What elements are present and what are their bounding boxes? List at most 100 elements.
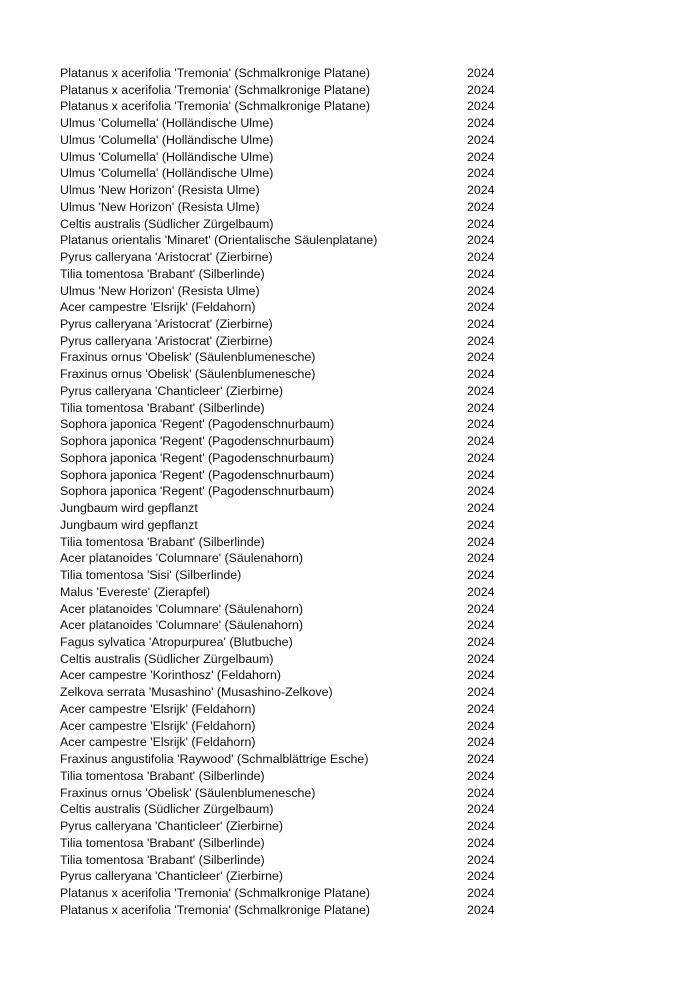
table-row: Platanus orientalis 'Minaret' (Orientali…: [60, 232, 510, 249]
table-row: Ulmus 'Columella' (Holländische Ulme) 202…: [60, 115, 510, 132]
tree-species: Sophora japonica 'Regent' (Pagodenschnur…: [60, 417, 335, 432]
planting-year: 2024: [467, 450, 495, 465]
tree-species: Fraxinus angustifolia 'Raywood' (Schmalb…: [60, 752, 369, 767]
planting-year: 2024: [467, 400, 495, 415]
tree-species: Pyrus calleryana 'Chanticleer' (Zierbirn…: [60, 869, 284, 884]
table-row: Platanus x acerifolia 'Tremonia' (Schmal…: [60, 902, 510, 919]
tree-species: Pyrus calleryana 'Aristocrat' (Zierbirne…: [60, 317, 273, 332]
table-row: Acer campestre 'Elsrijk' (Feldahorn) 2024: [60, 734, 510, 751]
planting-year: 2024: [467, 417, 495, 432]
planting-year: 2024: [467, 869, 495, 884]
tree-species: Ulmus 'New Horizon' (Resista Ulme): [60, 283, 260, 298]
tree-species: Tilia tomentosa 'Brabant' (Silberlinde): [60, 835, 265, 850]
planting-year: 2024: [467, 82, 495, 97]
table-row: Pyrus calleryana 'Chanticleer' (Zierbirn…: [60, 868, 510, 885]
planting-year: 2024: [467, 651, 495, 666]
tree-species: Ulmus 'Columella' (Holländische Ulme): [60, 149, 274, 164]
planting-year: 2024: [467, 434, 495, 449]
tree-species: Ulmus 'Columella' (Holländische Ulme): [60, 166, 274, 181]
table-row: Tilia tomentosa 'Brabant' (Silberlinde) 2…: [60, 534, 510, 551]
tree-species: Platanus x acerifolia 'Tremonia' (Schmal…: [60, 82, 371, 97]
tree-species: Ulmus 'Columella' (Holländische Ulme): [60, 132, 274, 147]
tree-species: Tilia tomentosa 'Brabant' (Silberlinde): [60, 852, 265, 867]
planting-year: 2024: [467, 517, 495, 532]
planting-year: 2024: [467, 233, 495, 248]
planting-year: 2024: [467, 183, 495, 198]
table-row: Celtis australis (Südlicher Zürgelbaum) 2…: [60, 216, 510, 233]
tree-species: Fraxinus ornus 'Obelisk' (Säulenblumenes…: [60, 350, 316, 365]
table-row: Pyrus calleryana 'Chanticleer' (Zierbirn…: [60, 818, 510, 835]
tree-species: Tilia tomentosa 'Brabant' (Silberlinde): [60, 534, 265, 549]
planting-year: 2024: [467, 317, 495, 332]
planting-year: 2024: [467, 300, 495, 315]
planting-year: 2024: [467, 819, 495, 834]
tree-species: Acer campestre 'Elsrijk' (Feldahorn): [60, 735, 256, 750]
tree-species: Celtis australis (Südlicher Zürgelbaum): [60, 216, 274, 231]
table-row: Jungbaum wird gepflanzt 2024: [60, 517, 510, 534]
table-row: Fagus sylvatica 'Atropurpurea' (Blutbuch…: [60, 634, 510, 651]
tree-species: Acer platanoides 'Columnare' (Säulenahor…: [60, 618, 304, 633]
tree-species: Jungbaum wird gepflanzt: [60, 501, 198, 516]
table-row: Fraxinus ornus 'Obelisk' (Säulenblumenes…: [60, 349, 510, 366]
planting-year: 2024: [467, 484, 495, 499]
tree-species: Pyrus calleryana 'Aristocrat' (Zierbirne…: [60, 250, 273, 265]
planting-year: 2024: [467, 835, 495, 850]
planting-year: 2024: [467, 885, 495, 900]
planting-year: 2024: [467, 350, 495, 365]
table-row: Celtis australis (Südlicher Zürgelbaum) 2…: [60, 801, 510, 818]
planting-year: 2024: [467, 634, 495, 649]
tree-species: Platanus x acerifolia 'Tremonia' (Schmal…: [60, 902, 371, 917]
planting-year: 2024: [467, 333, 495, 348]
table-row: Fraxinus ornus 'Obelisk' (Säulenblumenes…: [60, 785, 510, 802]
tree-species: Tilia tomentosa 'Sisi' (Silberlinde): [60, 568, 242, 583]
table-row: Acer campestre 'Elsrijk' (Feldahorn) 2024: [60, 701, 510, 718]
planting-year: 2024: [467, 852, 495, 867]
table-row: Pyrus calleryana 'Aristocrat' (Zierbirne…: [60, 316, 510, 333]
planting-year: 2024: [467, 199, 495, 214]
planting-year: 2024: [467, 768, 495, 783]
tree-species: Ulmus 'Columella' (Holländische Ulme): [60, 116, 274, 131]
tree-species: Ulmus 'New Horizon' (Resista Ulme): [60, 183, 260, 198]
planting-year: 2024: [467, 383, 495, 398]
table-row: Platanus x acerifolia 'Tremonia' (Schmal…: [60, 82, 510, 99]
tree-species: Sophora japonica 'Regent' (Pagodenschnur…: [60, 467, 335, 482]
planting-year: 2024: [467, 534, 495, 549]
tree-species: Pyrus calleryana 'Aristocrat' (Zierbirne…: [60, 333, 273, 348]
table-row: Platanus x acerifolia 'Tremonia' (Schmal…: [60, 65, 510, 82]
tree-species: Acer campestre 'Elsrijk' (Feldahorn): [60, 701, 256, 716]
tree-species: Tilia tomentosa 'Brabant' (Silberlinde): [60, 400, 265, 415]
planting-year: 2024: [467, 601, 495, 616]
table-row: Tilia tomentosa 'Brabant' (Silberlinde) 2…: [60, 852, 510, 869]
planting-year: 2024: [467, 99, 495, 114]
tree-species: Acer platanoides 'Columnare' (Säulenahor…: [60, 551, 304, 566]
tree-species: Sophora japonica 'Regent' (Pagodenschnur…: [60, 434, 335, 449]
planting-year: 2024: [467, 752, 495, 767]
table-row: Sophora japonica 'Regent' (Pagodenschnur…: [60, 483, 510, 500]
planting-year: 2024: [467, 568, 495, 583]
tree-species: Ulmus 'New Horizon' (Resista Ulme): [60, 199, 260, 214]
planting-year: 2024: [467, 467, 495, 482]
planting-year: 2024: [467, 718, 495, 733]
tree-list: Platanus x acerifolia 'Tremonia' (Schmal…: [60, 65, 510, 918]
table-row: Pyrus calleryana 'Aristocrat' (Zierbirne…: [60, 249, 510, 266]
planting-year: 2024: [467, 668, 495, 683]
tree-species: Sophora japonica 'Regent' (Pagodenschnur…: [60, 484, 335, 499]
table-row: Ulmus 'Columella' (Holländische Ulme) 202…: [60, 149, 510, 166]
planting-year: 2024: [467, 367, 495, 382]
tree-species: Platanus x acerifolia 'Tremonia' (Schmal…: [60, 66, 371, 80]
tree-species: Celtis australis (Südlicher Zürgelbaum): [60, 802, 274, 817]
tree-species: Acer campestre 'Elsrijk' (Feldahorn): [60, 718, 256, 733]
tree-species: Platanus x acerifolia 'Tremonia' (Schmal…: [60, 99, 371, 114]
planting-year: 2024: [467, 618, 495, 633]
planting-year: 2024: [467, 132, 495, 147]
tree-species: Fraxinus ornus 'Obelisk' (Säulenblumenes…: [60, 785, 316, 800]
table-row: Tilia tomentosa 'Sisi' (Silberlinde) 2024: [60, 567, 510, 584]
planting-year: 2024: [467, 250, 495, 265]
table-row: Fraxinus angustifolia 'Raywood' (Schmalb…: [60, 751, 510, 768]
table-row: Acer platanoides 'Columnare' (Säulenahor…: [60, 601, 510, 618]
table-row: Ulmus 'New Horizon' (Resista Ulme) 2024: [60, 283, 510, 300]
planting-year: 2024: [467, 735, 495, 750]
planting-year: 2024: [467, 216, 495, 231]
planting-year: 2024: [467, 802, 495, 817]
tree-species: Malus 'Evereste' (Zierapfel): [60, 584, 211, 599]
